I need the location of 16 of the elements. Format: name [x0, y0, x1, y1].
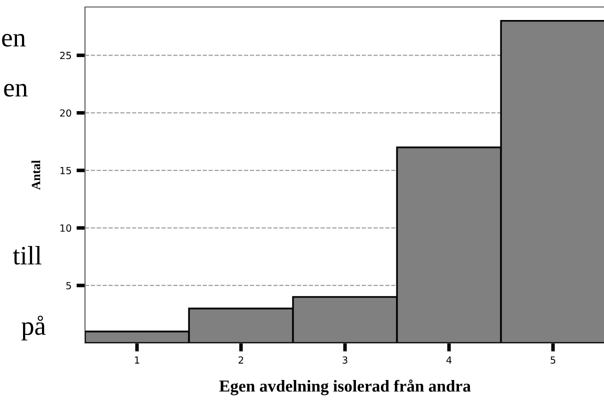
x-tick-label: 1 — [134, 356, 140, 364]
x-tick-label: 2 — [238, 356, 244, 364]
y-tick-label: 25 — [60, 52, 71, 60]
y-tick-label: 15 — [60, 167, 71, 174]
y-tick-label: 20 — [60, 109, 72, 117]
text: på — [22, 316, 46, 340]
text: till — [12, 246, 42, 265]
text: en — [4, 84, 28, 97]
y-tick-label: 10 — [60, 224, 72, 232]
x-tick-label: 5 — [550, 356, 556, 364]
y-axis-title: Antal — [31, 160, 40, 190]
x-axis-title: Egen avdelning isolerad från andra — [219, 379, 471, 396]
text: en — [2, 34, 26, 47]
y-tick-label: 5 — [66, 282, 71, 290]
x-tick-label: 3 — [342, 356, 348, 364]
x-tick-label: 4 — [446, 356, 452, 364]
